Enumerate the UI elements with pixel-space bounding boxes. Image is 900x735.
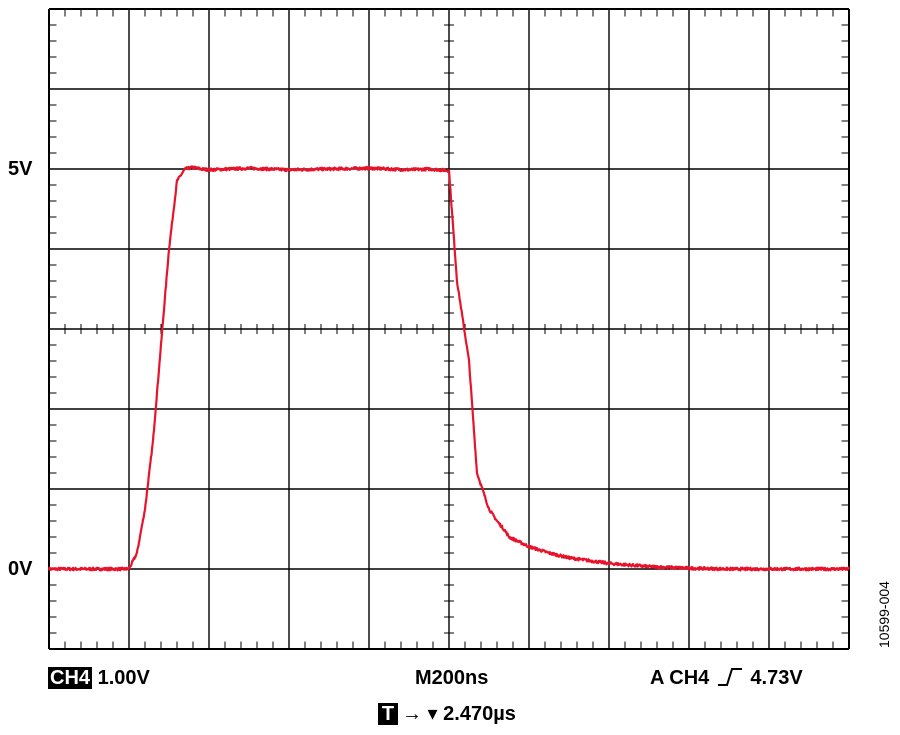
channel-badge: CH4 <box>48 667 93 689</box>
figure-id: 10599-004 <box>876 581 892 648</box>
trigger-position-readout: T → ▾ 2.470µs <box>378 703 516 725</box>
trigger-arrow: → ▾ <box>402 703 438 725</box>
graticule <box>48 8 850 650</box>
graticule-ticks <box>49 9 849 649</box>
timebase-readout: M200ns <box>415 667 489 689</box>
trigger-level: 4.73V <box>750 667 803 689</box>
trigger-readout: A CH4 4.73V <box>650 667 803 689</box>
rising-edge-icon <box>717 668 742 686</box>
trigger-position: 2.470µs <box>443 703 516 725</box>
ch4-trace <box>47 165 851 572</box>
y-tick-label-5v: 5V <box>8 158 33 180</box>
y-tick-label-0v: 0V <box>8 558 33 580</box>
trigger-source: A CH4 <box>650 667 710 689</box>
trigger-badge: T <box>378 703 398 725</box>
channel-scale: 1.00V <box>97 667 150 689</box>
channel-readout: CH4 1.00V <box>48 667 150 689</box>
